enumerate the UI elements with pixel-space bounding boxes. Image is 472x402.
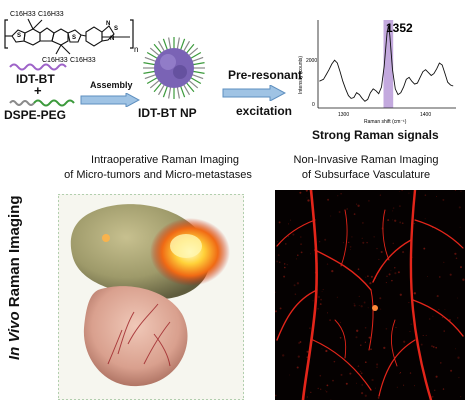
y-tick-label: 2000 bbox=[306, 58, 317, 64]
x-axis-label: Raman shift (cm⁻¹) bbox=[364, 119, 407, 125]
raman-imaging-text: Raman Imaging bbox=[6, 195, 23, 312]
assembly-arrow-icon bbox=[80, 93, 140, 107]
alkyl-chain-label: C16H33 bbox=[10, 11, 36, 18]
highlight-band bbox=[383, 20, 394, 108]
pre-resonant-label-line1: Pre-resonant bbox=[228, 68, 303, 82]
svg-text:S: S bbox=[114, 26, 118, 32]
nanoparticle-label: IDT-BT NP bbox=[138, 106, 197, 120]
vasculature-image bbox=[275, 190, 465, 400]
peak-label: 1352 bbox=[386, 21, 413, 35]
left-panel-title-line1: Intraoperative Raman Imaging bbox=[91, 154, 239, 166]
raman-spectrum-chart: 1352 Intensity (counts) 2000 0 1300 1400… bbox=[298, 20, 456, 125]
svg-text:S: S bbox=[72, 35, 76, 41]
intraoperative-photo bbox=[58, 194, 244, 400]
y-tick-label: 0 bbox=[312, 102, 315, 108]
y-axis-label: Intensity (counts) bbox=[298, 56, 304, 94]
polymer-structure: S S N S N C16H33 C16H33 C16H33 C16H33 n bbox=[4, 11, 138, 64]
idt-bt-label: IDT-BT bbox=[16, 72, 55, 86]
x-tick-label: 1400 bbox=[420, 112, 431, 118]
dspe-peg-label: DSPE-PEG bbox=[4, 108, 67, 122]
pre-resonant-label-line2: excitation bbox=[236, 104, 293, 118]
assembly-label: Assembly bbox=[90, 80, 133, 90]
alkyl-chain-label: C16H33 bbox=[70, 57, 96, 64]
strong-raman-label: Strong Raman signals bbox=[312, 128, 439, 142]
repeat-unit-label: n bbox=[134, 45, 138, 54]
plus-sign: + bbox=[34, 83, 42, 98]
dspe-peg-chain-icon bbox=[9, 99, 75, 107]
left-panel-title-line2: of Micro-tumors and Micro-metastases bbox=[64, 169, 252, 181]
nanoparticle-icon bbox=[143, 37, 205, 99]
right-panel-title-line1: Non-Invasive Raman Imaging bbox=[293, 154, 439, 166]
x-tick-label: 1300 bbox=[338, 112, 349, 118]
right-panel-title-line2: of Subsurface Vasculature bbox=[301, 169, 431, 181]
in-vivo-side-label: In Vivo Raman Imaging bbox=[6, 160, 23, 360]
svg-text:N: N bbox=[106, 21, 110, 27]
in-vivo-italic: In Vivo bbox=[6, 311, 23, 360]
idt-bt-chain-icon bbox=[9, 63, 67, 71]
svg-text:S: S bbox=[17, 33, 21, 39]
alkyl-chain-label: C16H33 bbox=[42, 57, 68, 64]
spectrum-line bbox=[319, 25, 454, 102]
alkyl-chain-label: C16H33 bbox=[38, 11, 64, 18]
excitation-arrow-icon bbox=[222, 85, 286, 101]
svg-text:N: N bbox=[110, 36, 114, 42]
